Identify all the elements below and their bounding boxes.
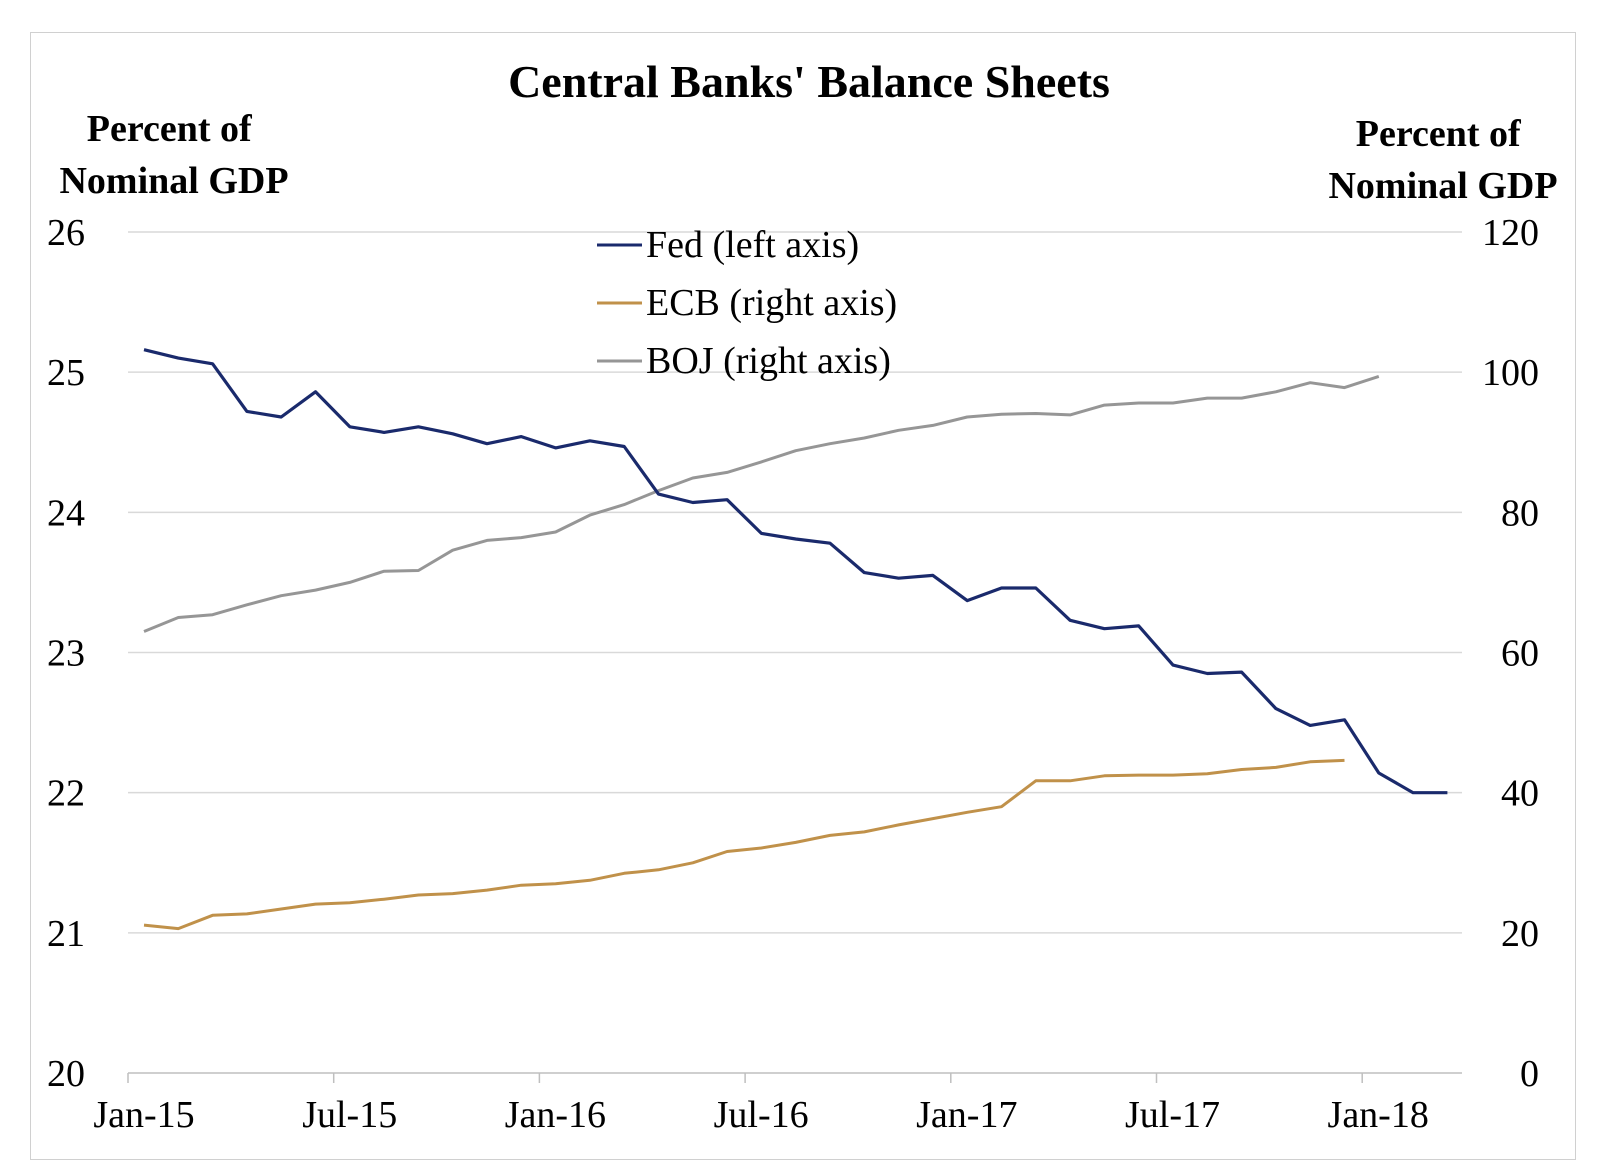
left-axis-title-line-2: Nominal GDP [59, 160, 288, 202]
right-tick-label: 40 [1501, 773, 1539, 815]
left-axis-title: Percent of Nominal GDP [59, 108, 288, 202]
legend-label: ECB (right axis) [646, 282, 897, 324]
left-tick-label: 21 [47, 913, 85, 955]
right-tick-label: 120 [1482, 212, 1539, 254]
legend-label: Fed (left axis) [646, 224, 859, 266]
right-tick-label: 80 [1501, 492, 1539, 534]
left-axis-title-line-1: Percent of [87, 108, 253, 150]
series-line-fed [143, 348, 1448, 795]
series-lines [143, 348, 1448, 931]
left-tick-label: 22 [47, 773, 85, 815]
left-tick-label: 23 [47, 633, 85, 675]
series-line-boj [143, 374, 1380, 633]
right-tick-label: 100 [1482, 352, 1539, 394]
x-tick-label: Jul-17 [1125, 1094, 1220, 1136]
left-axis-ticks: 20 21 22 23 24 25 26 [47, 212, 85, 1095]
series-line-ecb [143, 758, 1345, 931]
left-tick-label: 24 [47, 492, 85, 534]
x-tick-label: Jan-17 [916, 1094, 1017, 1136]
left-tick-label: 20 [47, 1053, 85, 1095]
right-axis-title: Percent of Nominal GDP [1328, 113, 1557, 207]
chart-frame [30, 32, 1576, 1160]
right-tick-label: 60 [1501, 633, 1539, 675]
x-tick-label: Jan-15 [93, 1094, 194, 1136]
right-tick-label: 0 [1520, 1053, 1539, 1095]
left-tick-label: 25 [47, 352, 85, 394]
right-tick-label: 20 [1501, 913, 1539, 955]
left-tick-label: 26 [47, 212, 85, 254]
right-axis-title-line-2: Nominal GDP [1328, 165, 1557, 207]
x-tick-label: Jul-16 [714, 1094, 809, 1136]
legend: Fed (left axis) ECB (right axis) BOJ (righ… [597, 224, 897, 382]
right-axis-title-line-1: Percent of [1356, 113, 1522, 155]
x-tick-label: Jan-16 [505, 1094, 606, 1136]
x-tick-label: Jul-15 [302, 1094, 397, 1136]
legend-label: BOJ (right axis) [646, 340, 891, 382]
x-tick-label: Jan-18 [1328, 1094, 1429, 1136]
chart-title: Central Banks' Balance Sheets [508, 56, 1110, 107]
gridlines [128, 231, 1462, 934]
right-axis-ticks: 0 20 40 60 80 100 120 [1482, 212, 1539, 1095]
x-axis: Jan-15 Jul-15 Jan-16 Jul-16 Jan-17 Jul-17 Jan-… [93, 1072, 1462, 1136]
